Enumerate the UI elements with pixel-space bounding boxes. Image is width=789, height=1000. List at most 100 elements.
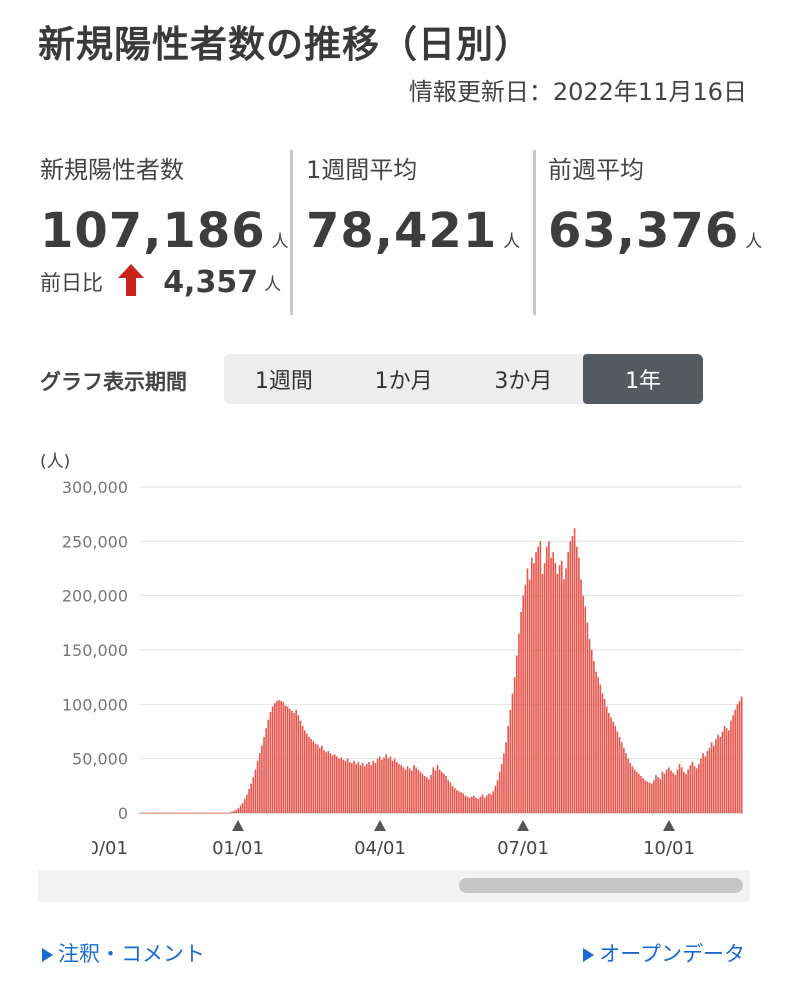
bar — [449, 782, 452, 813]
bar — [224, 812, 227, 814]
bar — [190, 812, 193, 814]
chart-scroll-thumb[interactable] — [459, 878, 743, 893]
period-option-1week[interactable]: 1週間 — [254, 369, 313, 394]
bar — [306, 733, 308, 813]
bar — [518, 633, 520, 813]
bar — [348, 761, 351, 813]
bar — [691, 761, 694, 813]
bar — [160, 812, 163, 814]
bar — [363, 766, 366, 813]
bar — [166, 812, 169, 814]
bar — [331, 755, 334, 813]
bar — [153, 812, 156, 814]
bar — [704, 756, 707, 813]
bar — [175, 812, 178, 814]
bar — [477, 798, 480, 813]
x-tick-label: 07/01 — [497, 838, 549, 859]
bar — [648, 782, 651, 813]
bar — [276, 701, 278, 813]
bar — [233, 810, 235, 813]
y-tick-label: 100,000 — [62, 695, 128, 714]
bar — [293, 713, 295, 813]
bar — [481, 794, 484, 813]
y-axis-label: (人) — [40, 452, 70, 472]
bar — [177, 812, 180, 814]
bar — [520, 611, 522, 813]
stat-unit: 人 — [745, 232, 763, 252]
bar — [560, 560, 563, 813]
bar — [370, 765, 372, 813]
bar — [601, 693, 604, 813]
bar — [584, 606, 587, 813]
notes-link-label: 注釈・コメント — [58, 942, 205, 966]
bar — [318, 747, 321, 813]
x-tick-marker — [374, 820, 386, 831]
bar — [220, 812, 222, 814]
bar — [151, 812, 154, 814]
bar — [205, 812, 208, 814]
bar — [398, 764, 400, 813]
bar — [470, 796, 473, 813]
bar — [325, 752, 327, 813]
stat-prev-week-avg: 前週平均 63,376 人 — [548, 150, 762, 259]
bar — [246, 794, 248, 813]
bar — [396, 761, 398, 813]
bar — [316, 744, 319, 813]
bar — [475, 797, 477, 813]
bar — [156, 812, 158, 814]
bar — [569, 541, 572, 813]
bar — [145, 812, 148, 814]
bar — [203, 812, 205, 814]
bar — [404, 769, 407, 813]
bar — [333, 754, 336, 813]
bar — [381, 759, 383, 813]
period-option-1year[interactable]: 1年 — [583, 354, 703, 404]
bar — [689, 765, 692, 813]
bar — [535, 552, 537, 813]
bar — [139, 812, 141, 814]
bar — [436, 765, 439, 813]
bar — [385, 754, 387, 813]
bar — [321, 745, 323, 813]
bar — [312, 741, 315, 813]
bar — [698, 764, 700, 813]
notes-link[interactable]: 注釈・コメント — [42, 938, 205, 968]
bar — [453, 788, 456, 813]
bar — [623, 747, 625, 813]
bar — [402, 767, 405, 813]
open-data-link[interactable]: オープンデータ — [583, 938, 745, 968]
period-option-3months[interactable]: 3か月 — [494, 369, 553, 394]
bar — [256, 760, 259, 813]
bar — [614, 726, 617, 813]
bar — [494, 785, 497, 813]
bar — [608, 713, 610, 813]
bar — [580, 579, 582, 813]
bar — [430, 774, 432, 813]
bar — [235, 809, 237, 813]
bar — [168, 812, 171, 814]
bar — [411, 770, 413, 813]
bar — [303, 730, 306, 813]
bar — [565, 568, 567, 813]
bar — [196, 812, 199, 814]
bar — [239, 805, 242, 813]
bar — [323, 749, 325, 813]
bar — [213, 812, 216, 814]
bar — [415, 767, 417, 813]
bar — [633, 769, 636, 813]
bar — [483, 797, 486, 813]
bar — [466, 796, 469, 813]
bar — [423, 776, 426, 813]
bar — [730, 720, 732, 813]
period-option-1month[interactable]: 1か月 — [374, 369, 433, 394]
x-label-clip — [0, 833, 92, 863]
bar — [261, 745, 263, 813]
x-tick-label: 01/01 — [212, 838, 264, 859]
bar — [351, 763, 353, 813]
bar — [400, 765, 402, 813]
bar — [678, 764, 681, 813]
bar — [661, 771, 664, 813]
bar — [438, 769, 441, 813]
bar — [693, 766, 696, 813]
bar — [496, 780, 499, 813]
